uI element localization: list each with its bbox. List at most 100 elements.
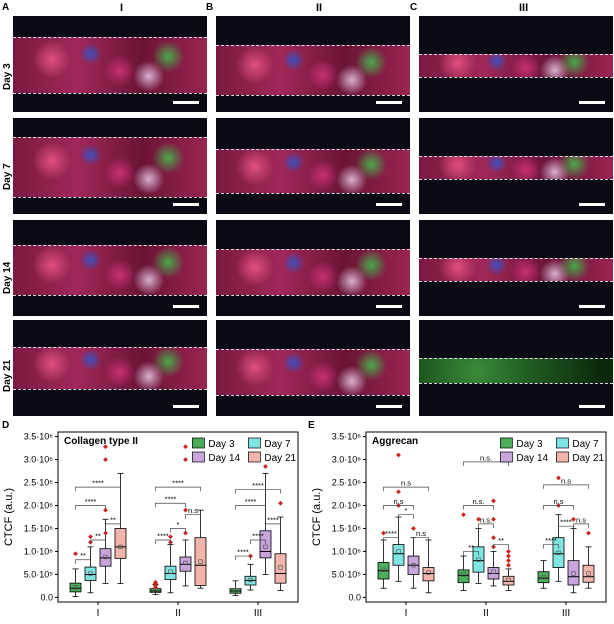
- significance-bracket: [90, 539, 106, 544]
- significance-bracket: [573, 523, 589, 528]
- outlier-point: [73, 551, 78, 557]
- y-tick-label: 3.5·10⁶: [24, 432, 54, 442]
- significance-label: **: [498, 536, 504, 545]
- mean-marker: [586, 571, 591, 576]
- y-tick-label: 1.0·10⁶: [332, 546, 362, 556]
- mean-marker: [168, 569, 173, 574]
- significance-bracket: [170, 528, 186, 533]
- column-label-ii: II: [316, 2, 323, 14]
- collagen-box-plot: 0.0 5.0·10⁵ 1.0·10⁶ 1.5·10⁶ 2.0·10⁶ 2.5·10⁶ 3.…: [3, 431, 299, 619]
- significance-label: **: [80, 551, 86, 560]
- box: [69, 582, 82, 593]
- significance-label: n.s.: [472, 497, 484, 506]
- significance-label: n.s: [393, 497, 403, 506]
- y-tick-label: 3.0·10⁶: [24, 455, 54, 465]
- y-tick-label: 0.0: [348, 592, 361, 602]
- microscopy-image: [216, 320, 410, 416]
- significance-label: n.s: [576, 515, 586, 524]
- legend-swatch: [248, 437, 261, 449]
- scale-bar: [376, 405, 402, 408]
- legend-label: Day 7: [264, 439, 291, 450]
- mean-marker: [248, 577, 253, 583]
- scale-bar: [376, 305, 402, 308]
- significance-label: **: [95, 531, 101, 540]
- significance-label: ****: [245, 497, 257, 506]
- row-label-day3: Day 3: [2, 63, 13, 90]
- outlier-point: [556, 475, 561, 481]
- significance-bracket: [155, 539, 171, 544]
- outlier-point: [183, 507, 188, 513]
- significance-label: **: [110, 515, 116, 524]
- outlier-point: [103, 507, 108, 513]
- outlier-point: [103, 530, 108, 536]
- significance-bracket: [463, 461, 509, 466]
- significance-bracket: [543, 505, 574, 510]
- significance-label: n.s.: [480, 453, 492, 462]
- mean-marker: [556, 550, 561, 555]
- aggrecan-box-plot: 0.0 5.0·10⁵ 1.0·10⁶ 1.5·10⁶ 2.0·10⁶ 2.5·10⁶ 3.…: [311, 431, 607, 619]
- y-tick-label: 2.5·10⁶: [332, 478, 362, 488]
- outlier-point: [278, 500, 283, 506]
- significance-label: ****: [172, 479, 184, 488]
- significance-bracket: [75, 486, 121, 492]
- significance-label: ****: [157, 531, 169, 540]
- significance-bracket: [105, 523, 121, 528]
- significance-label: ****: [92, 479, 104, 488]
- significance-label: ****: [165, 495, 177, 504]
- outlier-point: [183, 457, 188, 462]
- legend-swatch: [248, 451, 261, 463]
- outlier-point: [396, 452, 401, 458]
- scale-bar: [173, 203, 199, 206]
- significance-label: n.s: [188, 506, 198, 515]
- x-tick-label: II: [175, 608, 181, 619]
- y-tick-label: 2.5·10⁶: [24, 478, 54, 488]
- significance-bracket: [543, 544, 559, 549]
- mean-marker: [426, 570, 431, 575]
- outlier-point: [183, 444, 188, 450]
- outlier-point: [461, 512, 466, 518]
- legend-swatch: [500, 437, 513, 449]
- outlier-point: [491, 516, 496, 522]
- mean-marker: [476, 557, 481, 562]
- microscopy-image: [216, 220, 410, 316]
- significance-bracket: [235, 555, 251, 561]
- box: [114, 528, 127, 559]
- legend-swatch: [192, 451, 205, 463]
- x-tick-label: I: [405, 608, 408, 619]
- outlier-point: [491, 535, 496, 541]
- panel-letter-a: A: [2, 2, 10, 13]
- significance-bracket: [398, 514, 414, 519]
- microscopy-image: [13, 118, 207, 214]
- microscopy-image: [13, 220, 207, 316]
- box: [567, 560, 580, 586]
- mean-marker: [491, 569, 496, 574]
- legend-swatch: [556, 451, 569, 463]
- significance-bracket: [75, 505, 106, 510]
- significance-label: n.s.: [480, 515, 492, 524]
- significance-bracket: [155, 502, 186, 508]
- panel-letter-b: B: [206, 2, 214, 13]
- significance-bracket: [250, 539, 266, 544]
- significance-label: ****: [385, 529, 397, 538]
- box: [582, 564, 595, 583]
- y-tick-label: 3.0·10⁶: [332, 455, 362, 465]
- scale-bar: [173, 405, 199, 408]
- y-tick-label: 1.0·10⁶: [24, 546, 54, 556]
- outlier-point: [411, 526, 416, 531]
- significance-label: ****: [237, 548, 249, 557]
- legend-swatch: [192, 437, 205, 449]
- significance-label: n.s: [416, 529, 426, 538]
- box: [552, 537, 565, 568]
- significance-bracket: [493, 544, 509, 549]
- significance-label: ****: [560, 518, 572, 527]
- scale-bar: [376, 101, 402, 104]
- significance-label: ****: [267, 515, 279, 524]
- significance-label: n.s: [553, 497, 563, 506]
- mean-marker: [198, 559, 203, 564]
- scale-bar: [579, 305, 605, 308]
- significance-label: ****: [252, 531, 264, 540]
- mean-marker: [461, 572, 466, 577]
- legend-label: Day 21: [264, 453, 296, 464]
- y-tick-label: 2.0·10⁶: [332, 501, 362, 511]
- significance-bracket: [463, 551, 479, 556]
